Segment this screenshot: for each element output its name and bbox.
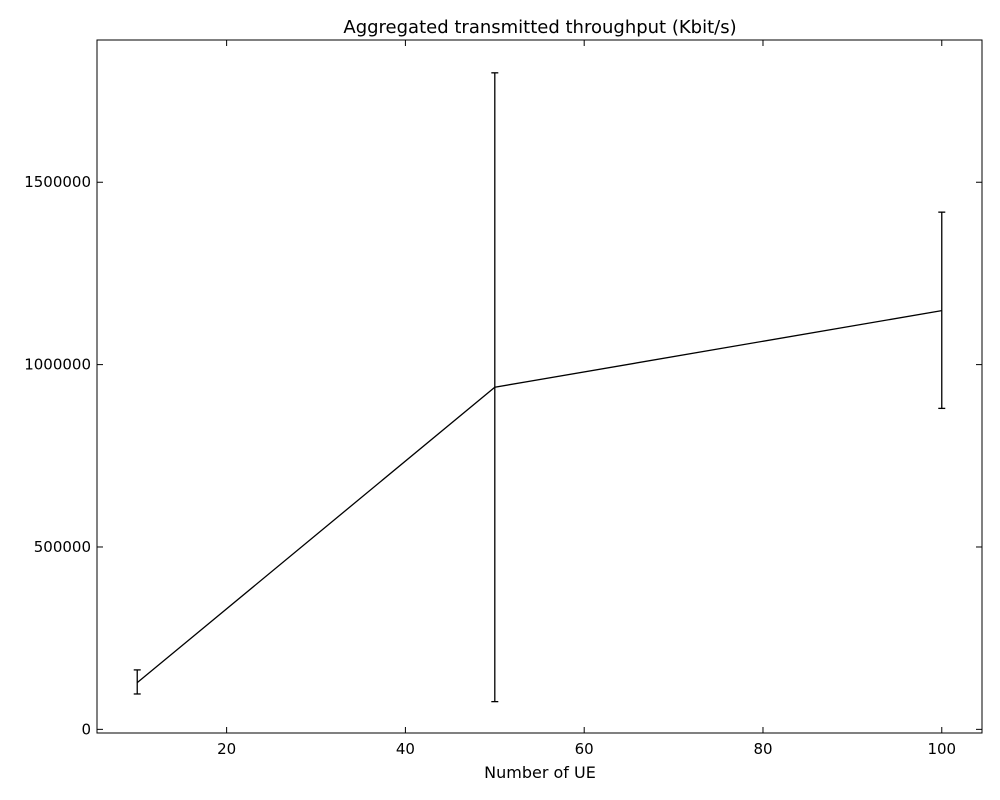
series: [133, 72, 946, 703]
y-tick-label-3: 1500000: [24, 173, 91, 191]
x-tick-label-1: 40: [396, 740, 415, 758]
x-tick-label-2: 60: [575, 740, 594, 758]
y-tick-label-2: 1000000: [24, 356, 91, 374]
ticks: [97, 40, 982, 733]
tick-labels: 20 40 60 80 100 0 500000 1000000 1500000: [24, 173, 956, 758]
chart-title: Aggregated transmitted throughput (Kbit/…: [343, 17, 736, 38]
x-axis-label: Number of UE: [484, 763, 596, 782]
plot-frame: [96, 39, 983, 734]
x-tick-label-4: 100: [927, 740, 956, 758]
y-tick-label-0: 0: [81, 720, 91, 738]
series-line-0: [136, 309, 942, 684]
x-tick-label-3: 80: [753, 740, 772, 758]
x-tick-label-0: 20: [217, 740, 236, 758]
y-tick-label-1: 500000: [34, 538, 91, 556]
